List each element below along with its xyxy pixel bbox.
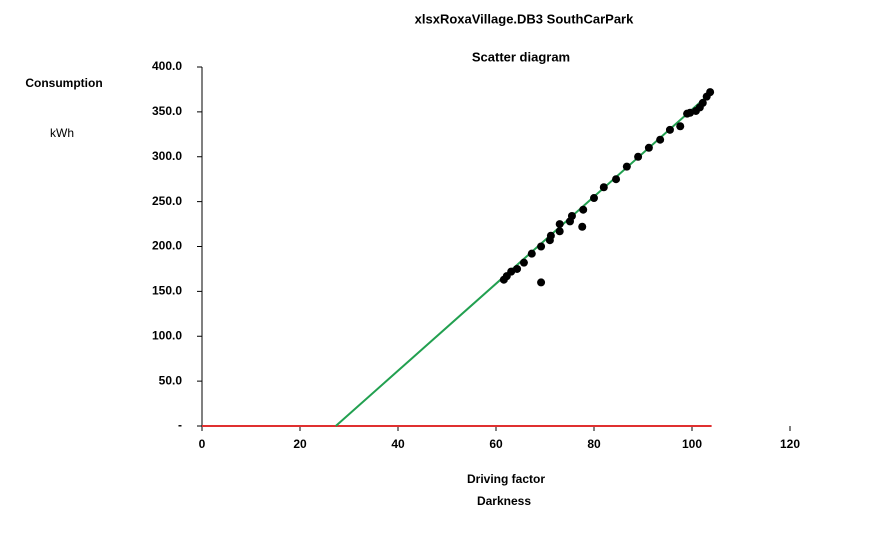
point <box>519 258 528 267</box>
y-tick-label: - <box>178 418 182 432</box>
y-tick-label: 300.0 <box>152 149 182 163</box>
x-tick-label: 20 <box>293 437 307 451</box>
y-tick-label: 400.0 <box>152 59 182 73</box>
y-tick-label: 150.0 <box>152 284 182 298</box>
point <box>599 183 608 192</box>
point <box>565 217 574 226</box>
point <box>644 143 653 152</box>
x-tick-label: 60 <box>489 437 503 451</box>
y-tick-label: 50.0 <box>159 373 183 387</box>
chart-title: xlsxRoxaVillage.DB3 SouthCarPark <box>415 11 634 26</box>
point <box>499 275 508 284</box>
point <box>555 227 564 236</box>
x-tick-label: 80 <box>587 437 601 451</box>
point <box>676 122 685 131</box>
y-axis-unit: kWh <box>50 126 74 140</box>
point <box>537 278 546 287</box>
x-tick-label: 0 <box>199 437 206 451</box>
point <box>665 125 674 134</box>
point <box>622 162 631 171</box>
point <box>537 242 546 251</box>
point <box>578 222 587 231</box>
y-tick-label: 250.0 <box>152 194 182 208</box>
point <box>579 205 588 214</box>
y-tick-label: 350.0 <box>152 104 182 118</box>
x-axis-sublabel: Darkness <box>477 494 531 508</box>
point <box>555 220 564 229</box>
chart-subtitle: Scatter diagram <box>472 49 570 64</box>
y-axis-label: Consumption <box>25 76 102 90</box>
x-tick-label: 100 <box>682 437 702 451</box>
point <box>590 194 598 203</box>
point <box>612 175 621 184</box>
x-axis-label: Driving factor <box>467 472 545 486</box>
point <box>702 92 711 101</box>
y-tick-label: 200.0 <box>152 239 182 253</box>
point <box>683 109 692 118</box>
point <box>634 152 643 161</box>
x-tick-label: 40 <box>391 437 405 451</box>
point <box>656 135 665 144</box>
point <box>545 236 554 245</box>
y-tick-label: 100.0 <box>152 328 182 342</box>
x-tick-label: 120 <box>780 437 800 451</box>
point <box>527 249 536 258</box>
